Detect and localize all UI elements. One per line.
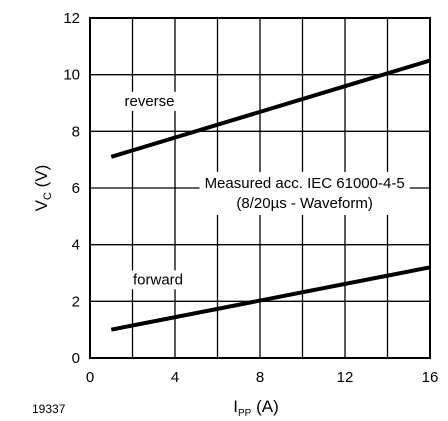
y-tick-label: 4	[72, 237, 80, 254]
series-layer	[110, 58, 431, 332]
figure-id: 19337	[32, 402, 66, 416]
annotation-box: Measured acc. IEC 61000-4-5 (8/20µs - Wa…	[199, 172, 410, 215]
series-label-background	[128, 270, 188, 290]
y-axis-label-subscript: C	[42, 192, 54, 200]
y-axis-label: VC (V)	[32, 165, 54, 212]
y-tick-label: 6	[72, 180, 80, 197]
y-tick-label: 2	[72, 293, 80, 310]
x-axis-label-main: I	[233, 397, 238, 416]
y-tick-label: 0	[72, 350, 80, 367]
x-axis-label-subscript: PP	[238, 408, 252, 419]
series-line-forward	[110, 265, 431, 332]
y-axis-label-unit: (V)	[32, 165, 51, 192]
y-tick-label: 12	[63, 10, 80, 27]
x-tick-label: 8	[256, 369, 264, 386]
x-tick-label: 16	[422, 369, 439, 386]
y-tick-label: 10	[63, 67, 80, 84]
y-tick-labels: 0 2 4 6 8 10 12	[63, 10, 80, 367]
x-tick-label: 0	[86, 369, 94, 386]
annotation-line-2: (8/20µs - Waveform)	[236, 195, 372, 212]
y-tick-label: 8	[72, 123, 80, 140]
series-label-forward: forward	[133, 271, 183, 288]
series-line-reverse	[110, 58, 431, 159]
y-axis-label-main: V	[32, 199, 51, 211]
x-axis-label-unit: (A)	[251, 397, 278, 416]
series-label-reverse: reverse	[124, 93, 174, 110]
plot-frame	[89, 17, 431, 359]
annotation-line-1: Measured acc. IEC 61000-4-5	[205, 175, 405, 192]
x-tick-label: 12	[337, 369, 354, 386]
x-axis-label: IPP (A)	[233, 397, 278, 419]
series-labels: reverse forward	[120, 91, 188, 290]
x-tick-label: 4	[171, 369, 179, 386]
series-label-background	[120, 91, 179, 111]
annotation-background	[199, 172, 410, 215]
x-tick-labels: 0 4 8 12 16	[86, 369, 439, 386]
